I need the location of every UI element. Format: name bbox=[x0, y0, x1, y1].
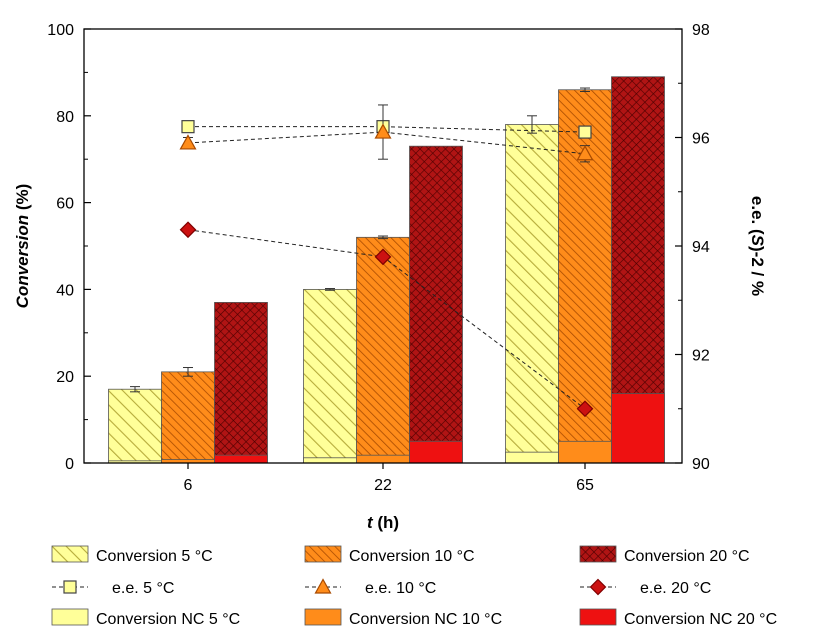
conversion-bar bbox=[409, 145, 463, 464]
nc-conversion-bar bbox=[611, 393, 665, 464]
nc-conversion-bar bbox=[303, 457, 357, 464]
ee-point bbox=[374, 123, 392, 139]
y-tick-label: 100 bbox=[47, 22, 74, 39]
ee-point bbox=[179, 134, 197, 150]
conversion-bar bbox=[161, 371, 215, 464]
y-axis-title: Conversion (%) bbox=[13, 184, 32, 309]
y2-tick-label: 94 bbox=[692, 239, 710, 256]
legend-label: e.e. 10 °C bbox=[365, 580, 436, 597]
x-tick-label: 22 bbox=[374, 477, 392, 494]
y2-tick-label: 92 bbox=[692, 348, 710, 365]
ee-point bbox=[179, 221, 197, 239]
legend-swatch bbox=[579, 608, 617, 626]
legend-label: Conversion NC 5 °C bbox=[96, 611, 240, 628]
y-tick-label: 80 bbox=[56, 109, 74, 126]
legend-label: Conversion NC 10 °C bbox=[349, 611, 502, 628]
nc-conversion-bar bbox=[505, 451, 559, 464]
ee-line bbox=[188, 126, 586, 133]
x-tick-label: 6 bbox=[184, 477, 193, 494]
legend-marker bbox=[314, 578, 332, 594]
ee-point bbox=[374, 248, 392, 266]
legend-swatch bbox=[51, 545, 89, 563]
nc-conversion-bar bbox=[214, 454, 268, 464]
ee-point bbox=[181, 120, 195, 134]
legend-marker bbox=[589, 578, 607, 596]
y-tick-label: 0 bbox=[65, 456, 74, 473]
legend: Conversion 5 °C Conversion 10 °C Conversio… bbox=[51, 545, 777, 628]
y2-tick-label: 96 bbox=[692, 131, 710, 148]
legend-label: e.e. 5 °C bbox=[112, 580, 174, 597]
y2-tick-label: 90 bbox=[692, 456, 710, 473]
y-tick-label: 60 bbox=[56, 196, 74, 213]
legend-label: Conversion NC 20 °C bbox=[624, 611, 777, 628]
conversion-bar bbox=[303, 288, 357, 464]
x-tick-label: 65 bbox=[576, 477, 594, 494]
legend-label: Conversion 5 °C bbox=[96, 548, 213, 565]
legend-label: Conversion 10 °C bbox=[349, 548, 475, 565]
y-tick-label: 20 bbox=[56, 369, 74, 386]
conversion-bar bbox=[505, 124, 559, 464]
legend-swatch bbox=[579, 545, 617, 563]
nc-conversion-bar bbox=[356, 454, 410, 464]
y-tick-label: 40 bbox=[56, 282, 74, 299]
legend-marker bbox=[63, 580, 77, 594]
legend-label: Conversion 20 °C bbox=[624, 548, 750, 565]
x-axis-title: t (h) bbox=[367, 513, 399, 532]
ee-point bbox=[576, 145, 594, 161]
legend-swatch bbox=[51, 608, 89, 626]
ee-point bbox=[576, 400, 594, 418]
legend-label: e.e. 20 °C bbox=[640, 580, 711, 597]
y2-tick-label: 98 bbox=[692, 22, 710, 39]
legend-swatch bbox=[304, 545, 342, 563]
y2-axis-title: e.e. (S)-2 / % bbox=[748, 196, 767, 296]
conversion-bar bbox=[356, 236, 410, 464]
conversion-bar bbox=[108, 388, 162, 464]
nc-conversion-bar bbox=[409, 440, 463, 464]
ee-line bbox=[187, 131, 586, 155]
conversion-bar bbox=[214, 302, 268, 464]
nc-conversion-bar bbox=[558, 440, 612, 464]
legend-swatch bbox=[304, 608, 342, 626]
ee-point bbox=[578, 125, 592, 139]
